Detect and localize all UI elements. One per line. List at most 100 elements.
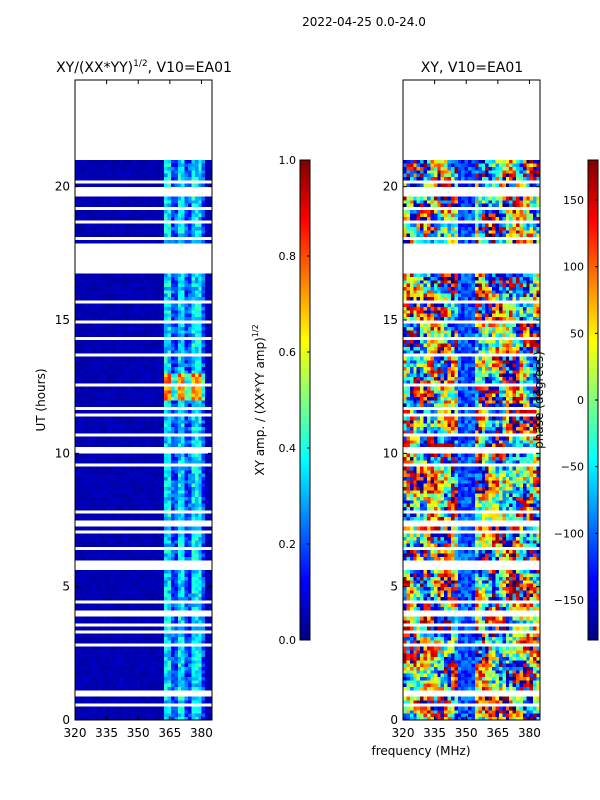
- heatmap-cell: [78, 640, 83, 644]
- heatmap-cell: [98, 686, 103, 691]
- heatmap-cell: [201, 650, 206, 654]
- heatmap-cell: [208, 440, 213, 444]
- heatmap-cell: [126, 480, 131, 484]
- heatmap-cell: [208, 386, 213, 391]
- heatmap-cell: [133, 440, 137, 444]
- heatmap-cell: [143, 403, 148, 408]
- heatmap-cell: [129, 363, 134, 368]
- heatmap-cell: [78, 656, 83, 661]
- heatmap-cell: [205, 380, 209, 384]
- heatmap-cell: [208, 410, 213, 414]
- heatmap-cell: [198, 663, 203, 668]
- heatmap-cell: [208, 620, 213, 624]
- heatmap-cell: [201, 273, 206, 278]
- heatmap-cell: [78, 683, 83, 688]
- heatmap-cell: [174, 370, 179, 374]
- heatmap-cell: [122, 700, 127, 704]
- heatmap-cell: [184, 596, 189, 601]
- heatmap-cell: [116, 366, 120, 371]
- heatmap-cell: [95, 440, 100, 444]
- heatmap-cell: [164, 313, 168, 318]
- heatmap-cell: [133, 663, 137, 668]
- heatmap-cell: [184, 290, 189, 294]
- heatmap-cell: [126, 313, 131, 318]
- heatmap-cell: [81, 616, 86, 621]
- heatmap-cell: [75, 376, 79, 381]
- heatmap-cell: [78, 710, 83, 714]
- heatmap-cell: [150, 283, 155, 288]
- heatmap-cell: [170, 666, 175, 671]
- heatmap-cell: [78, 533, 83, 538]
- heatmap-cell: [170, 440, 175, 444]
- heatmap-cell: [109, 453, 114, 458]
- heatmap-cell: [98, 213, 103, 218]
- heatmap-cell: [98, 233, 103, 238]
- heatmap-cell: [160, 430, 165, 434]
- heatmap-cell: [102, 596, 107, 601]
- heatmap-cell: [153, 696, 158, 701]
- heatmap-cell: [133, 426, 137, 431]
- heatmap-cell: [143, 616, 148, 621]
- heatmap-cell: [160, 646, 165, 651]
- heatmap-cell: [119, 636, 124, 641]
- heatmap-cell: [208, 673, 213, 678]
- heatmap-cell: [170, 670, 175, 674]
- heatmap-cell: [126, 513, 131, 518]
- heatmap-cell: [191, 586, 196, 591]
- heatmap-cell: [146, 470, 151, 474]
- heatmap-cell: [129, 493, 134, 498]
- heatmap-cell: [170, 603, 175, 608]
- heatmap-cell: [102, 670, 107, 674]
- heatmap-cell: [205, 576, 209, 581]
- heatmap-cell: [75, 273, 79, 278]
- heatmap-cell: [129, 596, 134, 601]
- heatmap-cell: [78, 210, 83, 214]
- heatmap-cell: [119, 490, 124, 494]
- heatmap-cell: [78, 200, 83, 204]
- heatmap-cell: [167, 306, 172, 311]
- heatmap-cell: [98, 663, 103, 668]
- heatmap-cell: [205, 573, 209, 578]
- heatmap-cell: [88, 323, 93, 328]
- heatmap-cell: [140, 420, 144, 424]
- heatmap-cell: [102, 570, 107, 574]
- heatmap-cell: [98, 500, 103, 504]
- heatmap-cell: [119, 496, 124, 501]
- heatmap-cell: [208, 226, 213, 231]
- heatmap-cell: [143, 356, 148, 361]
- heatmap-cell: [122, 393, 127, 398]
- heatmap-cell: [198, 590, 203, 594]
- heatmap-cell: [119, 280, 124, 284]
- heatmap-cell: [194, 423, 199, 428]
- heatmap-cell: [88, 390, 93, 394]
- heatmap-cell: [184, 606, 189, 611]
- heatmap-cell: [122, 603, 127, 608]
- heatmap-cell: [184, 403, 189, 408]
- heatmap-cell: [146, 286, 151, 291]
- heatmap-cell: [136, 556, 141, 561]
- heatmap-cell: [88, 606, 93, 611]
- heatmap-cell: [95, 396, 100, 401]
- heatmap-cell: [122, 163, 127, 168]
- heatmap-cell: [157, 683, 161, 688]
- heatmap-cell: [143, 673, 148, 678]
- heatmap-cell: [167, 350, 172, 354]
- heatmap-cell: [191, 590, 196, 594]
- heatmap-cell: [81, 473, 86, 478]
- heatmap-cell: [129, 273, 134, 278]
- heatmap-cell: [174, 166, 179, 171]
- heatmap-cell: [160, 650, 165, 654]
- heatmap-cell: [181, 666, 185, 671]
- heatmap-cell: [109, 503, 114, 508]
- heatmap-cell: [167, 210, 172, 214]
- heatmap-cell: [116, 403, 120, 408]
- heatmap-cell: [109, 376, 114, 381]
- heatmap-cell: [181, 503, 185, 508]
- heatmap-cell: [170, 230, 175, 234]
- heatmap-cell: [133, 400, 137, 404]
- heatmap-cell: [75, 393, 79, 398]
- heatmap-cell: [81, 410, 86, 414]
- heatmap-cell: [184, 443, 189, 448]
- heatmap-cell: [153, 580, 158, 584]
- heatmap-cell: [153, 396, 158, 401]
